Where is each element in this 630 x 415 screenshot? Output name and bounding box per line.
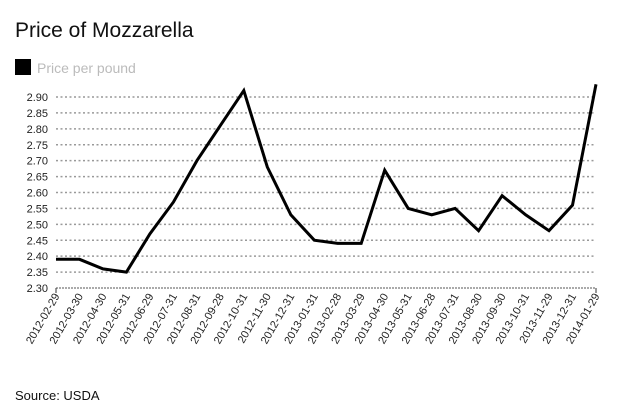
series-points — [55, 84, 597, 273]
series-line-price-per-pound — [56, 84, 598, 274]
y-tick-label: 2.30 — [27, 283, 48, 295]
y-tick-label: 2.55 — [27, 203, 48, 215]
legend-swatch — [15, 59, 31, 75]
y-tick-label: 2.65 — [27, 172, 48, 184]
y-tick-label: 2.60 — [27, 188, 48, 200]
chart-title: Price of Mozzarella — [15, 19, 194, 42]
y-tick-label: 2.85 — [27, 108, 48, 120]
y-tick-label: 2.70 — [27, 156, 48, 168]
y-tick-label: 2.45 — [27, 235, 48, 247]
source-note: Source: USDA — [15, 388, 100, 403]
y-tick-label: 2.35 — [27, 267, 48, 279]
y-tick-label: 2.40 — [27, 251, 48, 263]
y-tick-label: 2.80 — [27, 124, 48, 136]
y-tick-label: 2.75 — [27, 140, 48, 152]
y-tick-label: 2.90 — [27, 92, 48, 104]
y-tick-label: 2.50 — [27, 219, 48, 231]
legend-label: Price per pound — [37, 60, 136, 76]
